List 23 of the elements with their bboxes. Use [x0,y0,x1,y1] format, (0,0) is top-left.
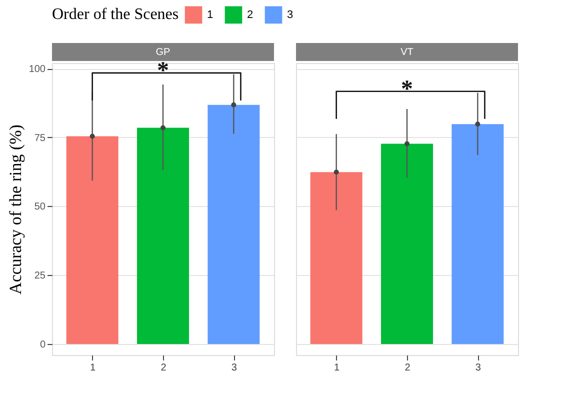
y-tick-label: 50 [34,202,46,213]
chart-title: GP [156,47,171,58]
legend-title: Order of the Scenes [52,6,179,23]
legend-label: 1 [207,8,214,21]
x-tick-label: 3 [231,362,238,374]
legend-label: 3 [287,8,294,21]
point [160,125,166,130]
legend-label: 2 [247,8,254,21]
x-tick-label: 2 [160,362,167,374]
y-tick-label: 0 [40,339,46,350]
point [90,134,95,139]
point [231,102,236,108]
chart-title: VT [400,47,414,58]
y-axis-title: Accuracy of the ring (%) [6,124,25,294]
y-tick-label: 100 [28,64,46,76]
x-tick-label: 1 [334,362,340,374]
annotation: * [157,58,169,84]
y-tick-label: 25 [34,270,46,282]
x-tick-label: 3 [475,362,482,374]
x-tick-label: 2 [404,362,411,374]
annotation: * [401,76,413,102]
y-tick-label: 75 [34,132,46,144]
x-tick-label: 1 [90,362,96,374]
